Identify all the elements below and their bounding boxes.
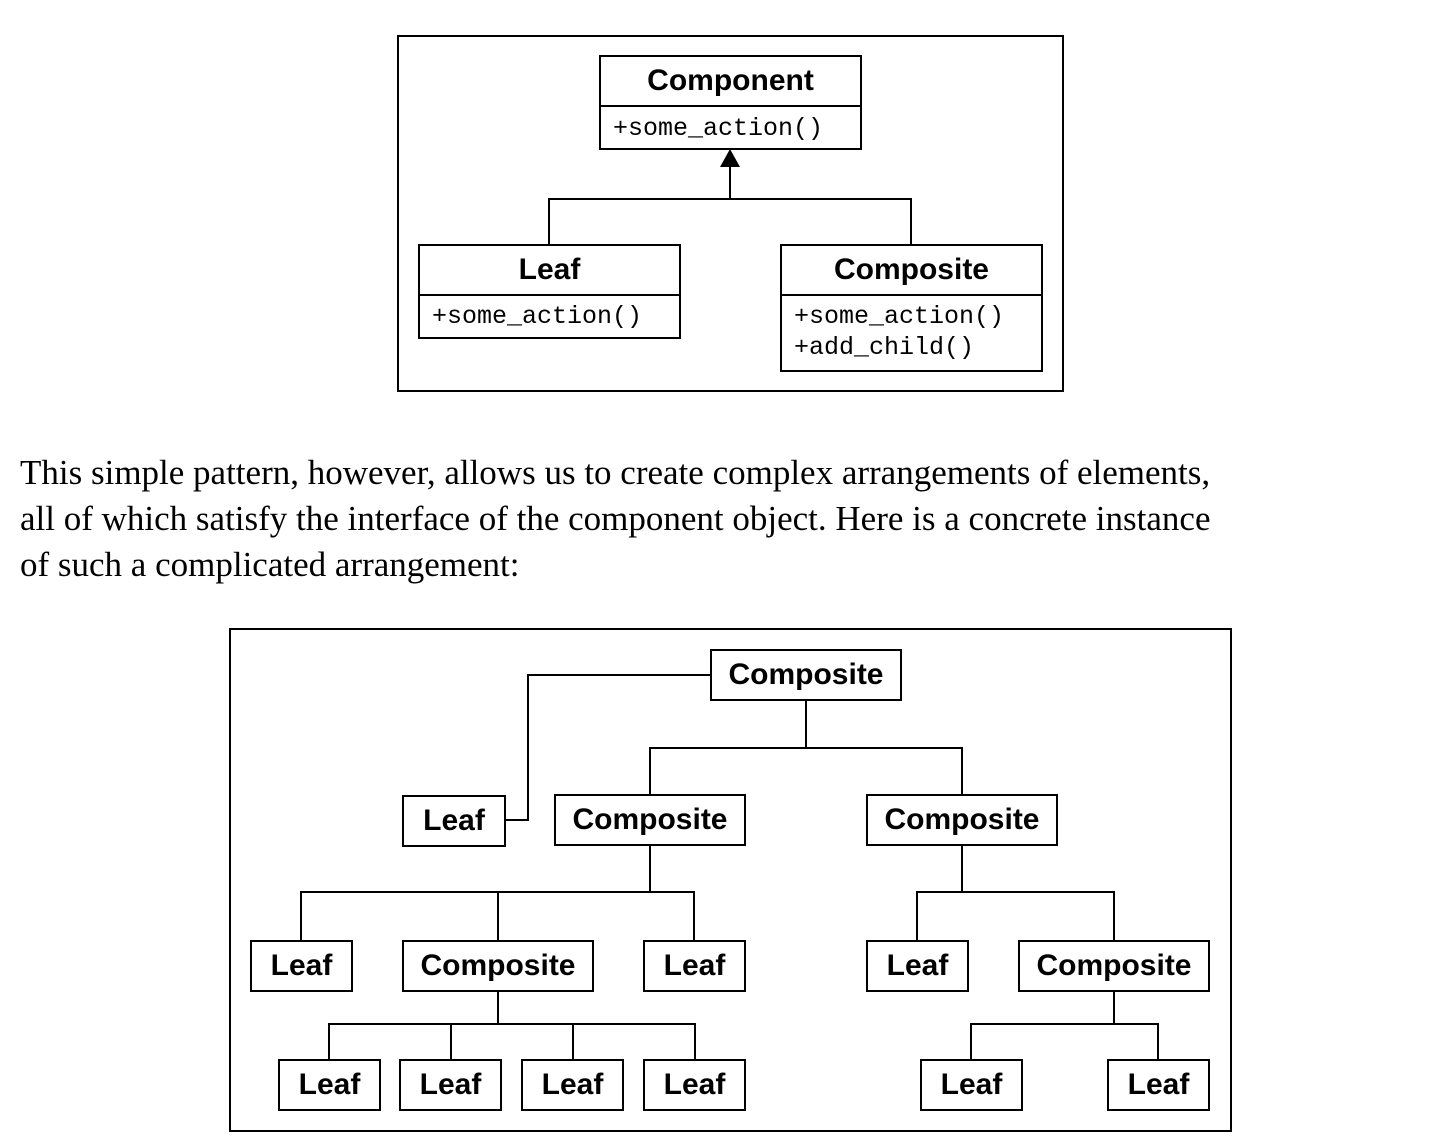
tree-l2-leaf-b: Leaf [643,940,746,992]
tree-l2-leaf-a: Leaf [250,940,353,992]
composite-class: Composite +some_action() +add_child() [780,244,1043,372]
tree-diagram-frame [229,628,1232,1132]
tree-l3-leaf-5: Leaf [920,1059,1023,1111]
tree-l2-composite-mid: Composite [402,940,594,992]
body-paragraph: This simple pattern, however, allows us … [20,450,1440,588]
tree-l2-composite-right: Composite [1018,940,1210,992]
paragraph-line-2: all of which satisfy the interface of th… [20,499,1211,538]
tree-l1-composite-right: Composite [866,794,1058,846]
tree-l3-leaf-3: Leaf [521,1059,624,1111]
leaf-class: Leaf +some_action() [418,244,681,339]
composite-method-add-child: +add_child() [794,333,975,362]
component-class: Component +some_action() [599,55,862,150]
paragraph-line-3: of such a complicated arrangement: [20,545,520,584]
leaf-class-title: Leaf [420,246,679,296]
tree-l3-leaf-4: Leaf [643,1059,746,1111]
uml-diagram-frame [397,35,1064,392]
tree-l1-leaf: Leaf [402,795,506,847]
composite-class-title: Composite [782,246,1041,296]
tree-l3-leaf-2: Leaf [399,1059,502,1111]
tree-root-composite: Composite [710,649,902,701]
component-class-title: Component [601,57,860,107]
composite-method-some-action: +some_action() [794,302,1005,331]
tree-l3-leaf-6: Leaf [1107,1059,1210,1111]
tree-l3-leaf-1: Leaf [278,1059,381,1111]
inheritance-arrow-icon [720,149,740,167]
component-method-some-action: +some_action() [613,114,824,143]
tree-l1-composite-left: Composite [554,794,746,846]
tree-l2-leaf-c: Leaf [866,940,969,992]
leaf-method-some-action: +some_action() [432,302,643,331]
paragraph-line-1: This simple pattern, however, allows us … [20,453,1211,492]
